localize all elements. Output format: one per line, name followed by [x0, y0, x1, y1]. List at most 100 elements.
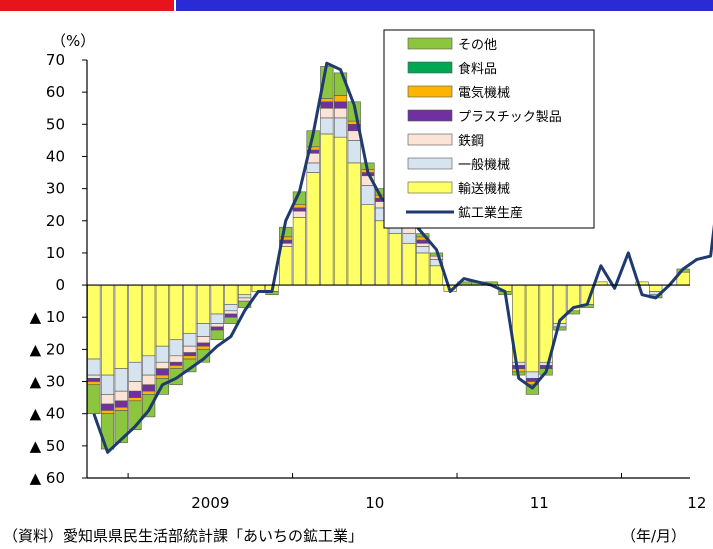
bar-segment	[196, 345, 211, 350]
bar-segment	[142, 284, 156, 357]
bar-segment	[361, 185, 375, 205]
bar-segment	[183, 333, 197, 347]
y-tick-label: 10	[46, 244, 65, 262]
legend-label: 鉱工業生産	[458, 205, 523, 221]
bar-segment	[183, 355, 197, 360]
y-tick-label: 30	[46, 180, 65, 198]
x-unit-label: （年/月）	[621, 527, 686, 545]
legend-swatch	[407, 133, 453, 146]
bar-segment	[196, 323, 211, 337]
bar-segment	[306, 162, 320, 173]
bar-segment	[100, 403, 115, 411]
legend-label: プラスチック製品	[458, 110, 562, 125]
bar-segment	[100, 374, 115, 395]
bar-segment	[525, 371, 540, 379]
bar-segment	[224, 284, 238, 305]
bar-segment	[525, 284, 540, 373]
bar-segment	[306, 172, 320, 286]
legend-box	[383, 29, 595, 229]
bar-segment	[388, 233, 402, 286]
legend-swatch	[407, 37, 453, 50]
legend-label: 食料品	[458, 61, 497, 77]
bar-segment	[224, 310, 238, 315]
bar-segment	[237, 294, 252, 299]
bar-segment	[87, 381, 101, 386]
bar-segment	[210, 284, 224, 315]
bar-segment	[279, 246, 293, 286]
bar-segment	[169, 361, 183, 366]
bar-segment	[87, 284, 101, 360]
legend-swatch	[407, 61, 453, 74]
bar-segment	[128, 397, 142, 402]
y-tick-label: ▲ 30	[30, 373, 65, 391]
bar-segment	[429, 265, 444, 286]
bar-segment	[169, 365, 183, 369]
bar-segment	[320, 117, 334, 135]
bar-segment	[114, 390, 128, 402]
bar-segment	[333, 136, 348, 286]
bar-segment	[142, 384, 156, 392]
bar-segment	[142, 374, 156, 386]
bar-segment	[320, 98, 334, 103]
y-tick-label: ▲ 50	[30, 437, 65, 455]
header-bar-blue	[176, 0, 713, 11]
bar-segment	[128, 361, 142, 382]
bar-segment	[512, 365, 526, 369]
bar-segment	[183, 352, 197, 357]
bar-segment	[279, 226, 293, 238]
legend-label: 電気機械	[458, 85, 510, 101]
legend-swatch	[407, 157, 453, 170]
bar-segment	[183, 345, 197, 353]
bar-segment	[142, 355, 156, 376]
legend-label: 輸送機械	[458, 182, 510, 197]
source-note: （資料）愛知県県民生活部統計課「あいちの鉱工業」	[3, 527, 363, 545]
y-tick-label: 0	[55, 276, 65, 294]
bar-segment	[87, 358, 101, 376]
header-bar-red	[0, 0, 174, 11]
bar-segment	[292, 204, 307, 209]
bar-segment	[100, 394, 115, 405]
legend-label: その他	[458, 38, 497, 53]
bar-segment	[402, 233, 416, 244]
bar-segment	[155, 284, 169, 347]
bar-segment	[114, 368, 128, 392]
bar-segment	[375, 220, 389, 286]
bar-segment	[320, 101, 334, 109]
bar-segment	[361, 204, 375, 286]
bar-segment	[128, 390, 142, 398]
bar-segment	[292, 210, 307, 218]
y-tick-label: 50	[46, 115, 65, 133]
y-tick-label: 70	[46, 51, 65, 69]
bar-segment	[100, 410, 115, 414]
bar-segment	[155, 345, 169, 363]
bar-segment	[196, 342, 211, 347]
y-tick-label: 20	[46, 212, 65, 230]
bar-segment	[347, 140, 361, 164]
bar-segment	[87, 384, 101, 414]
y-tick-label: ▲ 40	[30, 405, 65, 423]
bar-segment	[142, 390, 156, 395]
bar-segment	[512, 361, 526, 366]
x-year-label: 11	[530, 494, 549, 512]
legend-swatch	[407, 181, 453, 194]
y-unit-label: （%）	[51, 32, 95, 50]
bar-segment	[114, 406, 128, 411]
x-year-label: 2009	[191, 494, 229, 512]
bar-segment	[114, 400, 128, 408]
bar-segment	[333, 117, 348, 138]
x-year-label: 10	[365, 494, 384, 512]
bar-segment	[649, 284, 663, 292]
bar-segment	[210, 313, 224, 324]
production-line	[92, 61, 713, 454]
bar-segment	[292, 217, 307, 286]
bar-segment	[553, 326, 567, 331]
bar-segment	[525, 384, 540, 395]
legend-label: 一般機械	[458, 157, 510, 173]
y-tick-label: 40	[46, 147, 65, 165]
bar-segment	[128, 284, 142, 363]
bar-segment	[196, 349, 211, 363]
bar-segment	[155, 368, 169, 376]
bar-segment	[416, 252, 430, 286]
bar-segment	[224, 316, 238, 324]
